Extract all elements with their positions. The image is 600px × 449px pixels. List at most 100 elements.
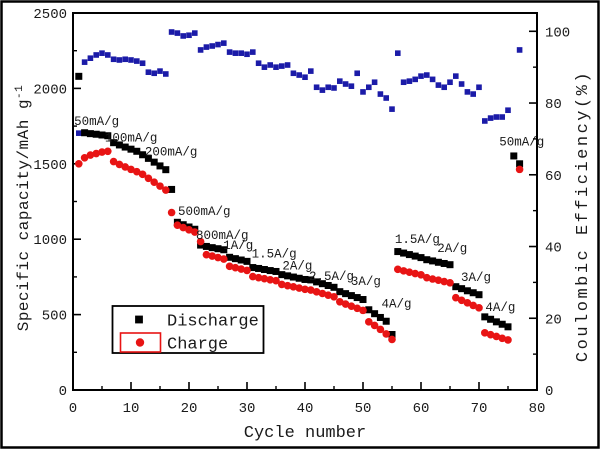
discharge-point [347,292,355,300]
discharge-point [417,254,425,262]
efficiency-point [435,82,442,88]
efficiency-point [337,78,343,84]
legend-discharge-marker [135,315,143,324]
efficiency-point [122,56,128,63]
y-left-tick-label: 500 [42,309,67,325]
discharge-point [301,275,309,283]
charge-point [388,335,396,344]
charge-point [341,300,350,308]
y-left-tick-label: 0 [59,384,67,400]
efficiency-point [482,118,488,124]
charge-point [307,286,315,294]
charge-point [144,174,153,183]
discharge-point [226,253,234,261]
discharge-point [266,267,274,275]
charge-point [440,277,449,286]
charge-point [243,266,251,275]
charge-point [312,288,321,296]
y-right-tick-label: 100 [545,25,570,41]
charge-point [452,293,460,302]
discharge-point [214,245,222,253]
charge-point [359,306,367,315]
charge-point [428,275,437,283]
x-tick-label: 60 [413,401,430,417]
efficiency-point [226,49,233,55]
discharge-point [168,185,176,193]
charge-point [80,153,89,162]
efficiency-point [128,57,134,63]
rate-annotation: 1A/g [223,239,253,253]
x-tick-label: 30 [239,401,256,417]
efficiency-point [116,57,123,63]
discharge-point [110,139,118,147]
charge-point [376,325,385,334]
efficiency-point [418,73,424,79]
discharge-point [376,313,384,321]
discharge-point [504,323,512,331]
efficiency-point [192,30,198,36]
charge-point [486,330,495,339]
discharge-point [353,294,361,302]
efficiency-point [429,76,436,83]
charge-point [469,301,478,310]
discharge-point [405,251,413,259]
efficiency-point [453,73,459,79]
discharge-point [394,248,402,256]
discharge-point [487,315,495,323]
efficiency-point [221,40,227,46]
discharge-point [208,244,216,252]
charge-point [266,275,275,284]
charge-point [417,270,425,279]
discharge-point [388,331,396,339]
x-tick-label: 10 [123,401,140,417]
discharge-point [371,310,379,318]
y-right-tick-label: 80 [545,97,562,113]
efficiency-point [255,60,262,67]
discharge-point [330,283,338,291]
charge-point [260,274,269,283]
charge-point [481,329,489,337]
discharge-point [336,288,344,296]
efficiency-point [134,58,140,64]
charge-point [504,336,512,344]
rate-annotation: 2A/g [282,259,312,273]
legend-charge-marker [135,338,145,347]
charge-point [162,186,170,194]
efficiency-point [238,50,244,56]
charge-point [214,253,222,262]
rate-annotations: 50mA/g100mA/g200mA/g500mA/g800mA/g1A/g1.… [74,115,544,315]
discharge-point [115,141,123,149]
discharge-point [463,287,471,295]
efficiency-point [261,64,268,70]
rate-annotation: 1.5A/g [395,233,440,247]
efficiency-point [273,64,279,70]
efficiency-point [377,91,384,97]
y-left-tick-label: 1000 [33,233,67,249]
efficiency-point [313,84,320,91]
charge-point [249,272,257,281]
charge-point [127,165,135,174]
discharge-point [313,278,321,286]
efficiency-point [151,70,157,77]
efficiency-point [348,83,355,89]
efficiency-point [267,62,273,68]
rate-annotation: 4A/g [485,301,515,315]
efficiency-point [383,95,389,101]
efficiency-point [360,89,366,95]
discharge-point [237,256,245,264]
charge-point [133,167,141,176]
charge-point [150,178,158,186]
charge-point [289,283,298,291]
x-tick-label: 80 [529,401,546,417]
charge-point [278,280,286,289]
discharge-point [400,249,408,257]
efficiency-point [215,41,221,48]
efficiency-point [284,62,291,68]
legend: Discharge Charge [111,305,265,355]
charge-point [457,296,466,305]
rate-annotation: 2.5A/g [309,270,354,284]
charge-point [237,265,245,273]
discharge-point [429,257,437,265]
x-tick-label: 0 [69,401,77,417]
